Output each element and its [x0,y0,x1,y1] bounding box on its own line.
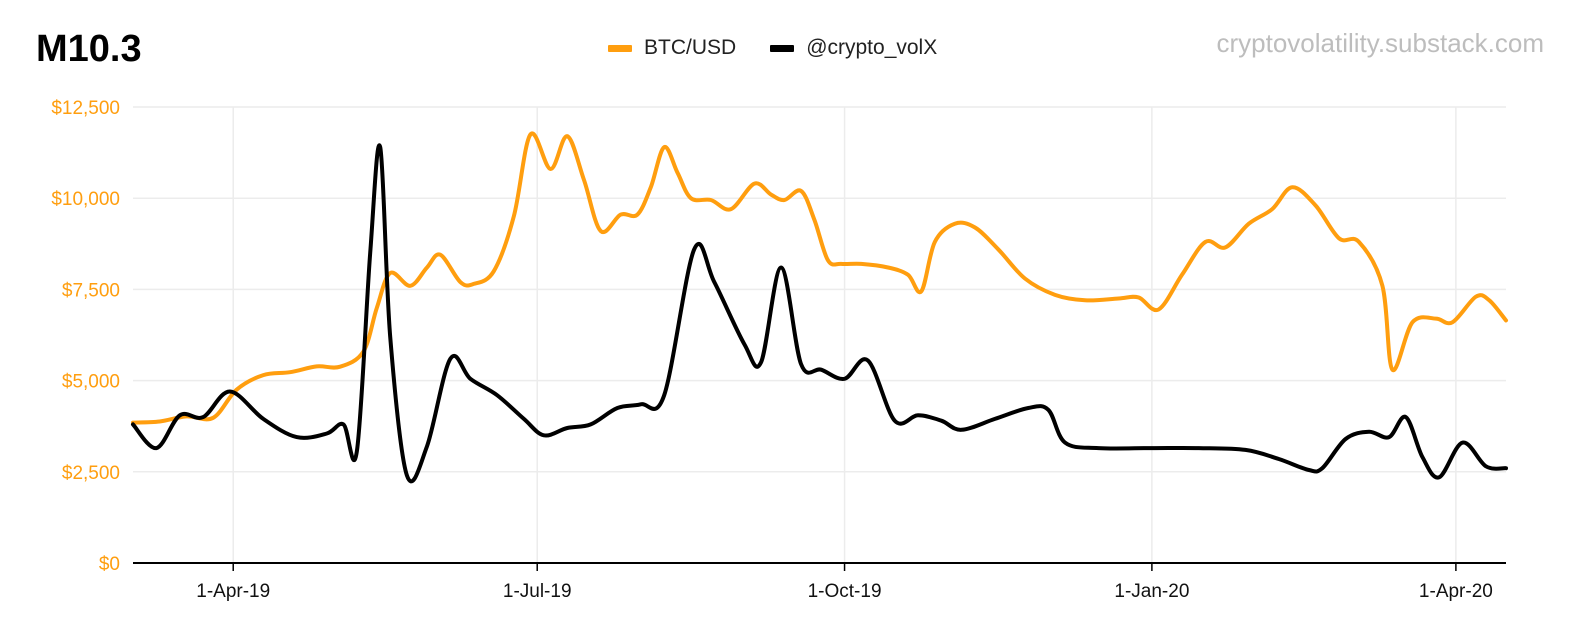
x-tick-label: 1-Jul-19 [503,581,572,602]
x-tick-label: 1-Jan-20 [1114,581,1189,602]
legend-swatch-btc [608,44,632,52]
grid-lines [133,106,1506,563]
y-tick-label: $7,500 [62,280,120,301]
watermark-text: cryptovolatility.substack.com [1216,28,1544,58]
series-line-btc-usd [131,131,1508,425]
legend-label-volx: @crypto_volX [806,36,938,59]
chart-legend: BTC/USD @crypto_volX [608,36,937,60]
legend-label-btc: BTC/USD [644,36,737,59]
legend-swatch-volx [770,44,795,52]
y-tick-label: $2,500 [62,463,120,484]
y-tick-label: $12,500 [51,98,120,119]
y-tick-label: $10,000 [51,189,120,210]
legend-item-btc[interactable]: BTC/USD [608,36,736,60]
series-line-crypto-volx [131,143,1508,484]
axes: $0 $2,500 $5,000 $7,500 $10,000 $12,500 1-Apr-… [51,98,1506,602]
legend-item-volx[interactable]: @crypto_volX [770,36,937,60]
x-tick-label: 1-Apr-19 [196,581,270,602]
x-tick-label: 1-Oct-19 [808,581,882,602]
chart-title: M10.3 [36,28,142,70]
y-tick-label: $0 [99,554,120,575]
y-tick-label: $5,000 [62,372,120,393]
series-lines [131,131,1508,484]
x-tick-label: 1-Apr-20 [1419,581,1493,602]
